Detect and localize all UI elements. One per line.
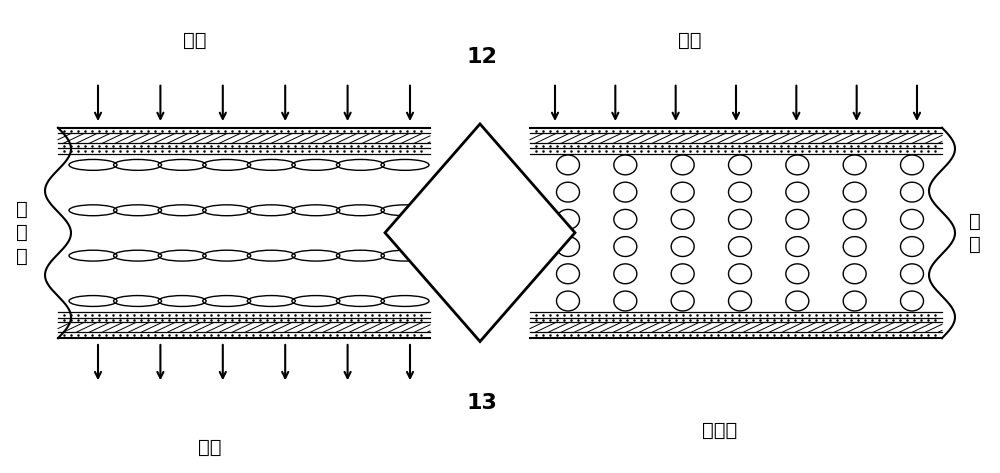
Text: 光线: 光线: [183, 31, 207, 50]
Text: 透光: 透光: [198, 438, 222, 456]
Text: 通
电: 通 电: [969, 211, 981, 254]
Text: 14: 14: [423, 248, 453, 268]
Text: 不
通
电: 不 通 电: [16, 200, 28, 266]
Text: 12: 12: [467, 47, 497, 67]
Text: 不透光: 不透光: [702, 421, 738, 440]
Text: 光线: 光线: [678, 31, 702, 50]
Text: 13: 13: [467, 393, 497, 413]
Polygon shape: [385, 124, 575, 342]
